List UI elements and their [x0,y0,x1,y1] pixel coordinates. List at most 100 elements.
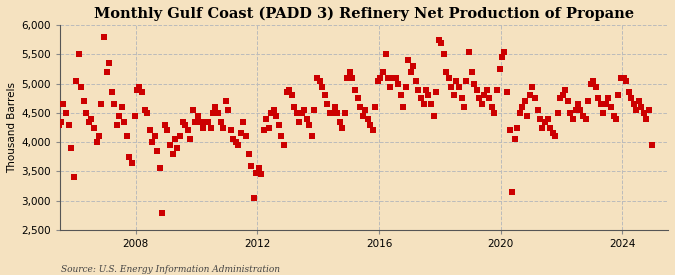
Point [202,119,213,124]
Point [616,76,626,80]
Point [385,84,396,89]
Point [466,70,477,74]
Point [347,76,358,80]
Point [236,131,246,136]
Point [370,105,381,109]
Point [514,111,525,115]
Point [71,79,82,83]
Point [124,155,135,159]
Point [408,64,418,68]
Point [588,79,599,83]
Point [48,93,59,98]
Point [558,93,568,98]
Point [387,76,398,80]
Point [618,76,629,80]
Point [180,122,190,127]
Point [279,143,290,147]
Point [221,99,232,103]
Point [88,125,99,130]
Point [185,137,196,141]
Point [314,79,325,83]
Point [362,117,373,121]
Point [215,119,226,124]
Point [292,111,302,115]
Point [436,41,447,45]
Point [152,149,163,153]
Point [527,84,538,89]
Point [169,137,180,141]
Point [474,96,485,101]
Point [390,76,401,80]
Point [365,122,376,127]
Point [641,117,652,121]
Point [396,93,406,98]
Point [608,114,619,118]
Point [499,50,510,54]
Point [489,111,500,115]
Point [585,81,596,86]
Point [225,128,236,133]
Point [155,166,165,170]
Point [344,70,355,74]
Point [68,175,79,179]
Point [512,125,522,130]
Point [101,70,112,74]
Point [398,105,408,109]
Point [613,93,624,98]
Point [504,128,515,133]
Point [456,96,467,101]
Point [471,87,482,92]
Point [421,87,431,92]
Point [190,119,201,124]
Point [195,119,206,124]
Point [481,87,492,92]
Point [65,146,76,150]
Point [84,119,95,124]
Point [547,131,558,136]
Point [276,134,287,139]
Point [73,52,84,57]
Point [643,108,654,112]
Point [578,114,589,118]
Point [91,140,102,144]
Point [598,111,609,115]
Point [271,114,281,118]
Point [240,134,251,139]
Point [167,152,178,156]
Point [331,111,342,115]
Point [261,117,271,121]
Point [360,108,371,112]
Point [312,76,323,80]
Point [218,125,229,130]
Point [94,134,105,139]
Point [461,79,472,83]
Point [119,119,130,124]
Point [552,111,563,115]
Point [443,76,454,80]
Point [373,79,383,83]
Point [413,87,424,92]
Point [595,102,606,106]
Point [438,52,449,57]
Point [458,105,469,109]
Point [605,105,616,109]
Point [134,84,145,89]
Y-axis label: Thousand Barrels: Thousand Barrels [7,82,17,173]
Point [335,119,346,124]
Point [537,125,548,130]
Point [96,102,107,106]
Point [301,117,312,121]
Point [269,108,279,112]
Point [322,102,333,106]
Point [132,87,142,92]
Point [646,143,657,147]
Point [545,125,556,130]
Point [633,99,644,103]
Point [628,102,639,106]
Point [590,84,601,89]
Point [147,140,158,144]
Point [309,108,320,112]
Point [304,122,315,127]
Point [626,96,637,101]
Point [337,125,348,130]
